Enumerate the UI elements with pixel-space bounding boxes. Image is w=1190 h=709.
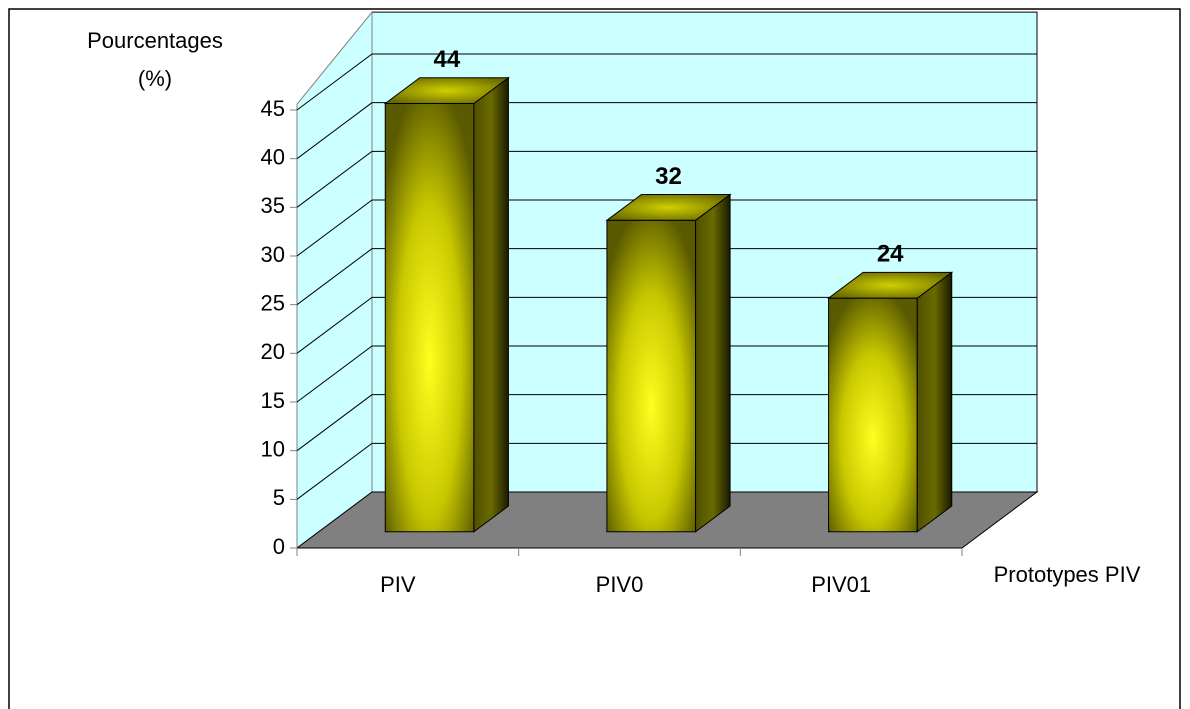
grid-line	[296, 296, 1037, 354]
y-tick-label: 20	[261, 339, 285, 364]
y-tick-label: 0	[273, 534, 285, 559]
y-tick-label: 15	[261, 388, 285, 413]
grid-line	[296, 248, 1037, 306]
bar-top	[827, 271, 954, 299]
x-tick-label: PIV01	[811, 572, 871, 597]
grid-line	[296, 345, 1037, 403]
x-axis-label: Prototypes PIV	[994, 562, 1141, 587]
y-axis-label: Pourcentages (%)	[87, 28, 223, 91]
bar-top	[605, 194, 732, 221]
bar-side	[473, 76, 509, 533]
y-tick-label: 5	[273, 485, 285, 510]
bar-top	[383, 77, 510, 104]
grid-line	[296, 394, 1037, 452]
grid-line	[296, 442, 1037, 500]
grid-line	[296, 102, 1037, 160]
grid-line	[296, 150, 1037, 208]
bar-side	[916, 271, 953, 533]
y-tick-label: 40	[261, 144, 285, 169]
grid-line	[296, 199, 1037, 257]
value-label: 24	[877, 241, 904, 268]
y-tick-label: 45	[261, 96, 285, 121]
bar-front	[828, 297, 918, 533]
x-tick-label: PIV	[380, 572, 416, 597]
y-tick-label: 25	[261, 290, 285, 315]
y-tick-label: 35	[261, 193, 285, 218]
y-tick-label: 30	[261, 242, 285, 267]
frame	[8, 8, 1181, 709]
bar-side	[695, 193, 731, 533]
value-label: 44	[433, 46, 460, 73]
y-tick-label: 10	[261, 436, 285, 461]
bar-front	[384, 102, 475, 533]
side-wall	[296, 10, 373, 549]
value-label: 32	[655, 163, 682, 190]
x-tick-label: PIV0	[596, 572, 644, 597]
bar-front	[606, 219, 697, 533]
grid-line	[296, 53, 1037, 111]
